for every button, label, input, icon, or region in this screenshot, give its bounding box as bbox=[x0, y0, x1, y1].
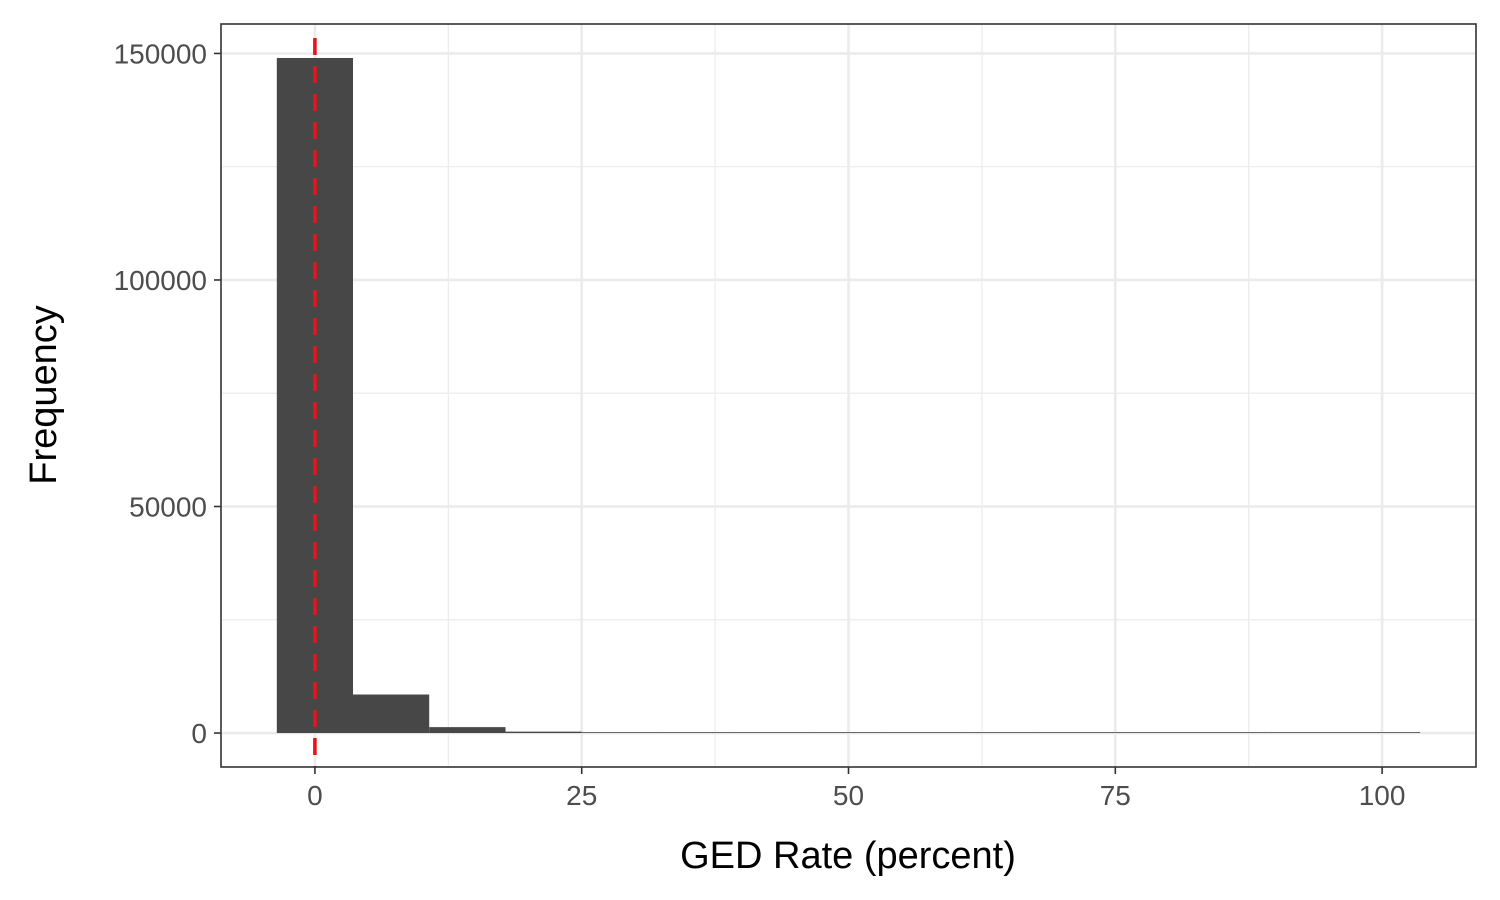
histogram-bar-1 bbox=[276, 57, 354, 734]
histogram-bar-7 bbox=[734, 732, 811, 734]
y-axis-title: Frequency bbox=[23, 305, 65, 485]
y-tick-label: 100000 bbox=[114, 265, 207, 296]
histogram-bar-11 bbox=[1039, 732, 1116, 734]
histogram-bar-9 bbox=[886, 732, 963, 734]
histogram-bar-6 bbox=[657, 732, 735, 734]
histogram-bar-4 bbox=[505, 731, 582, 734]
x-tick-label: 75 bbox=[1100, 780, 1131, 811]
x-axis-ticks: 0 25 50 75 100 bbox=[307, 767, 1405, 811]
x-tick-label: 50 bbox=[833, 780, 864, 811]
histogram-bar-14 bbox=[1267, 732, 1344, 734]
histogram-bar-8 bbox=[810, 732, 887, 734]
histogram-bar-10 bbox=[962, 732, 1040, 734]
y-tick-label: 150000 bbox=[114, 38, 207, 69]
x-tick-label: 0 bbox=[307, 780, 323, 811]
y-axis-ticks: 0 50000 100000 150000 bbox=[114, 38, 221, 749]
y-tick-label: 50000 bbox=[129, 491, 207, 522]
histogram-bar-12 bbox=[1115, 732, 1192, 734]
x-axis-title: GED Rate (percent) bbox=[680, 835, 1016, 877]
y-tick-label: 0 bbox=[191, 718, 207, 749]
histogram-bars bbox=[276, 57, 1421, 734]
histogram-bar-13 bbox=[1191, 732, 1268, 734]
x-tick-label: 25 bbox=[566, 780, 597, 811]
histogram-bar-5 bbox=[581, 732, 658, 734]
x-tick-label: 100 bbox=[1359, 780, 1406, 811]
histogram-bar-2 bbox=[353, 694, 430, 734]
histogram-bar-15 bbox=[1343, 732, 1421, 734]
histogram-bar-3 bbox=[429, 727, 506, 734]
